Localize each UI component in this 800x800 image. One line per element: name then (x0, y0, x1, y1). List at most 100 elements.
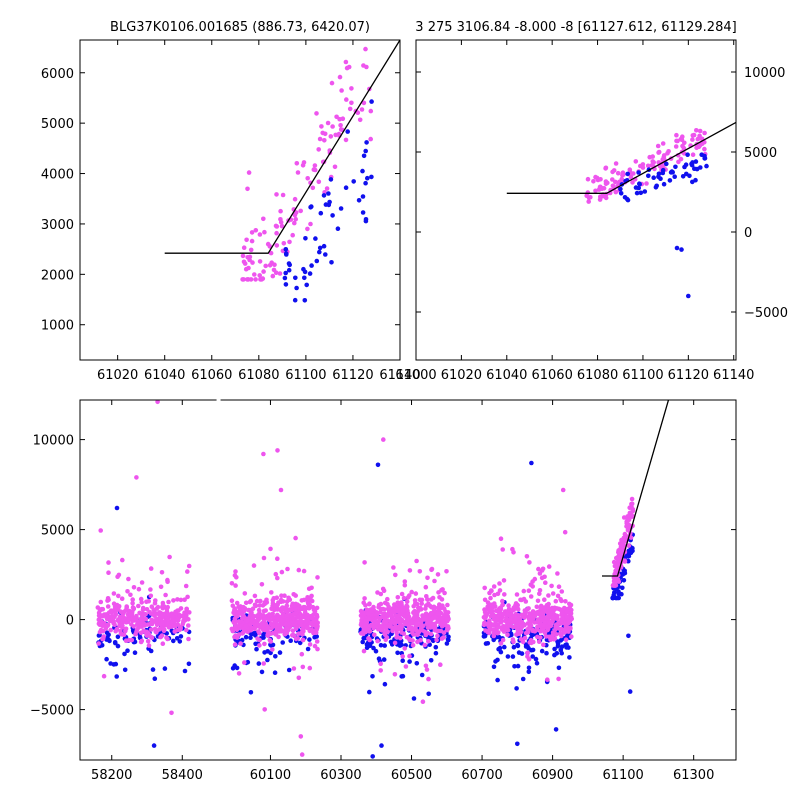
bottom-point-magenta (405, 611, 410, 616)
bottom-point-blue (122, 667, 128, 673)
bottom-xtick-label: 61300 (673, 768, 714, 783)
bottom-point-blue (552, 646, 557, 652)
bottom-point-magenta (229, 581, 235, 586)
bottom-point-magenta (108, 627, 113, 633)
bottom-point-magenta (407, 568, 413, 573)
bottom-point-magenta (546, 609, 551, 614)
bottom-point-blue (270, 642, 276, 648)
bottom-point-magenta (296, 567, 302, 573)
top-left-point-blue (303, 236, 308, 241)
bottom-point-magenta (160, 600, 166, 606)
top-left-point-magenta (292, 220, 297, 226)
top-left-point-blue (329, 260, 334, 265)
bottom-point-magenta (275, 448, 280, 453)
bottom-point-magenta (299, 752, 305, 757)
bottom-point-magenta (183, 583, 189, 589)
bottom-point-magenta (186, 617, 191, 622)
bottom-point-magenta (115, 618, 121, 623)
bottom-point-magenta (545, 614, 551, 619)
top-right-point-blue (656, 171, 662, 177)
top-right-panel: 61000 61020 61040 61060 61080 61100 61120 61140… (395, 20, 788, 383)
bottom-point-magenta (375, 590, 380, 595)
bottom-point-magenta (139, 638, 145, 644)
bottom-point-magenta (438, 662, 443, 667)
bottom-point-blue (491, 664, 497, 670)
bottom-point-magenta (535, 598, 541, 604)
top-right-point-blue (661, 181, 667, 187)
bottom-point-magenta (296, 675, 302, 681)
bottom-point-magenta (258, 598, 263, 604)
top-right-point-blue (686, 293, 691, 299)
bottom-point-magenta (148, 593, 154, 599)
bottom-point-magenta (233, 583, 238, 588)
bottom-point-magenta (291, 592, 297, 597)
bottom-xtick-label: 60900 (532, 768, 573, 783)
bottom-point-blue (256, 661, 262, 666)
bottom-point-magenta (278, 597, 284, 603)
bottom-point-magenta (507, 607, 512, 613)
bottom-point-magenta (273, 629, 279, 634)
bottom-point-magenta (391, 565, 396, 570)
bottom-point-magenta (182, 597, 187, 602)
top-right-point-magenta (696, 144, 702, 150)
top-left-point-magenta (290, 232, 296, 238)
bottom-point-magenta (616, 579, 622, 584)
bottom-point-magenta (241, 607, 246, 613)
top-right-point-blue (651, 175, 656, 180)
bottom-point-magenta (122, 609, 127, 614)
bottom-point-magenta (270, 647, 275, 652)
bottom-point-magenta (362, 560, 367, 565)
top-left-point-blue (302, 275, 307, 281)
bottom-point-blue (314, 634, 320, 639)
bottom-point-magenta (381, 437, 386, 442)
bottom-point-blue (554, 651, 560, 656)
bottom-point-magenta (511, 605, 517, 610)
top-left-point-blue (293, 275, 298, 281)
bottom-xtick-label: 60700 (461, 768, 502, 783)
bottom-point-magenta (555, 593, 561, 599)
bottom-point-magenta (236, 604, 241, 610)
bottom-point-magenta (257, 603, 263, 608)
bottom-point-magenta (149, 604, 155, 609)
bottom-point-magenta (361, 648, 367, 654)
bottom-point-magenta (161, 626, 167, 632)
bottom-point-magenta (279, 629, 284, 634)
bottom-point-magenta (530, 628, 535, 634)
bottom-point-magenta (293, 636, 299, 642)
top-left-frame (79, 39, 401, 361)
top-right-point-blue (633, 185, 639, 190)
bottom-point-magenta (487, 621, 493, 627)
top-left-point-magenta (261, 216, 266, 222)
top-right-point-blue (683, 162, 689, 167)
bottom-point-magenta (275, 556, 280, 561)
bottom-point-magenta (140, 605, 146, 611)
bottom-point-magenta (534, 604, 540, 610)
bottom-point-magenta (169, 710, 174, 716)
bottom-point-magenta (120, 613, 125, 619)
top-right-point-magenta (628, 174, 634, 180)
bottom-point-magenta (173, 611, 178, 616)
bottom-point-magenta (530, 584, 535, 589)
bottom-point-magenta (265, 633, 271, 638)
bottom-point-magenta (569, 616, 574, 622)
bottom-point-magenta (313, 624, 319, 629)
bottom-point-magenta (610, 583, 616, 588)
top-right-point-magenta (613, 161, 619, 166)
bottom-point-magenta (165, 611, 171, 617)
bottom-point-magenta (236, 671, 242, 676)
top-left-point-blue (328, 177, 334, 182)
top-left-plot-area (164, 40, 400, 303)
top-left-point-magenta (301, 160, 307, 165)
bottom-point-magenta (232, 642, 238, 647)
bottom-point-blue (251, 631, 257, 636)
top-left-point-magenta (260, 276, 266, 281)
bottom-point-magenta (482, 610, 488, 615)
top-left-point-magenta (273, 270, 279, 276)
bottom-point-magenta (291, 616, 296, 621)
top-left-point-magenta (324, 186, 330, 191)
bottom-point-magenta (563, 599, 568, 604)
bottom-point-magenta (432, 578, 437, 584)
bottom-point-magenta (559, 633, 564, 639)
bottom-point-blue (174, 636, 180, 641)
bottom-point-magenta (514, 592, 520, 597)
